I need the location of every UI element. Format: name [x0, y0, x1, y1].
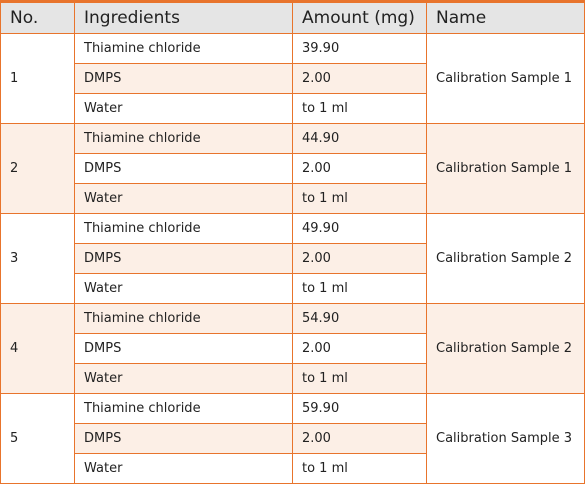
amount-cell: 54.90: [292, 303, 427, 334]
ingredient-cell: Thiamine chloride: [74, 213, 293, 244]
table-row: Water to 1 ml: [1, 363, 585, 394]
amount-cell: 2.00: [292, 63, 427, 94]
ingredient-cell: Thiamine chloride: [74, 33, 293, 64]
ingredient-cell: DMPS: [74, 243, 293, 274]
table-body: 1 Thiamine chloride 39.90 Calibration Sa…: [0, 33, 585, 484]
amount-cell: 49.90: [292, 213, 427, 244]
sample-number: 1: [0, 33, 75, 124]
ingredient-cell: DMPS: [74, 423, 293, 454]
amount-cell: 2.00: [292, 153, 427, 184]
ingredient-cell: Water: [74, 273, 293, 304]
sample-name: Calibration Sample 1: [426, 123, 585, 214]
header-row: No. Ingredients Amount (mg) Name: [0, 1, 585, 34]
ingredient-cell: DMPS: [74, 333, 293, 364]
amount-cell: to 1 ml: [292, 183, 427, 214]
ingredient-cell: Water: [74, 363, 293, 394]
table-row: 1 Thiamine chloride 39.90 Calibration Sa…: [0, 33, 585, 124]
amount-cell: 59.90: [292, 393, 427, 424]
table-row: Water to 1 ml: [1, 183, 585, 214]
sample-number: 5: [0, 393, 75, 484]
ingredient-cell: Thiamine chloride: [74, 303, 293, 334]
amount-cell: to 1 ml: [292, 363, 427, 394]
table-row: DMPS 2.00: [1, 63, 585, 94]
table-row: 4 Thiamine chloride 54.90 Calibration Sa…: [0, 303, 585, 394]
header-amount: Amount (mg): [292, 1, 427, 34]
sample-number: 2: [0, 123, 75, 214]
table-row: 3 Thiamine chloride 49.90 Calibration Sa…: [0, 213, 585, 304]
header-no: No.: [0, 1, 75, 34]
sample-name: Calibration Sample 2: [426, 303, 585, 394]
table-row: 2 Thiamine chloride 44.90 Calibration Sa…: [0, 123, 585, 214]
amount-cell: 39.90: [292, 33, 427, 64]
sample-name: Calibration Sample 1: [426, 33, 585, 124]
sample-number: 4: [0, 303, 75, 394]
ingredient-cell: Water: [74, 93, 293, 124]
amount-cell: 2.00: [292, 423, 427, 454]
ingredient-cell: Thiamine chloride: [74, 393, 293, 424]
table-row: DMPS 2.00: [1, 153, 585, 184]
amount-cell: to 1 ml: [292, 453, 427, 484]
ingredient-cell: DMPS: [74, 153, 293, 184]
table-row: Water to 1 ml: [1, 273, 585, 304]
table-header: No. Ingredients Amount (mg) Name: [0, 1, 585, 34]
header-ingredients: Ingredients: [74, 1, 293, 34]
table-row: DMPS 2.00: [1, 333, 585, 364]
amount-cell: 2.00: [292, 243, 427, 274]
ingredient-cell: DMPS: [74, 63, 293, 94]
sample-name: Calibration Sample 2: [426, 213, 585, 304]
table-row: 5 Thiamine chloride 59.90 Calibration Sa…: [0, 393, 585, 484]
sample-number: 3: [0, 213, 75, 304]
amount-cell: 44.90: [292, 123, 427, 154]
ingredient-cell: Water: [74, 453, 293, 484]
amount-cell: to 1 ml: [292, 273, 427, 304]
table-row: DMPS 2.00: [1, 243, 585, 274]
ingredient-cell: Water: [74, 183, 293, 214]
ingredients-table: No. Ingredients Amount (mg) Name 1 Thiam…: [0, 0, 585, 484]
amount-cell: 2.00: [292, 333, 427, 364]
header-name: Name: [426, 1, 585, 34]
sample-name: Calibration Sample 3: [426, 393, 585, 484]
amount-cell: to 1 ml: [292, 93, 427, 124]
ingredient-cell: Thiamine chloride: [74, 123, 293, 154]
table-row: Water to 1 ml: [1, 453, 585, 484]
